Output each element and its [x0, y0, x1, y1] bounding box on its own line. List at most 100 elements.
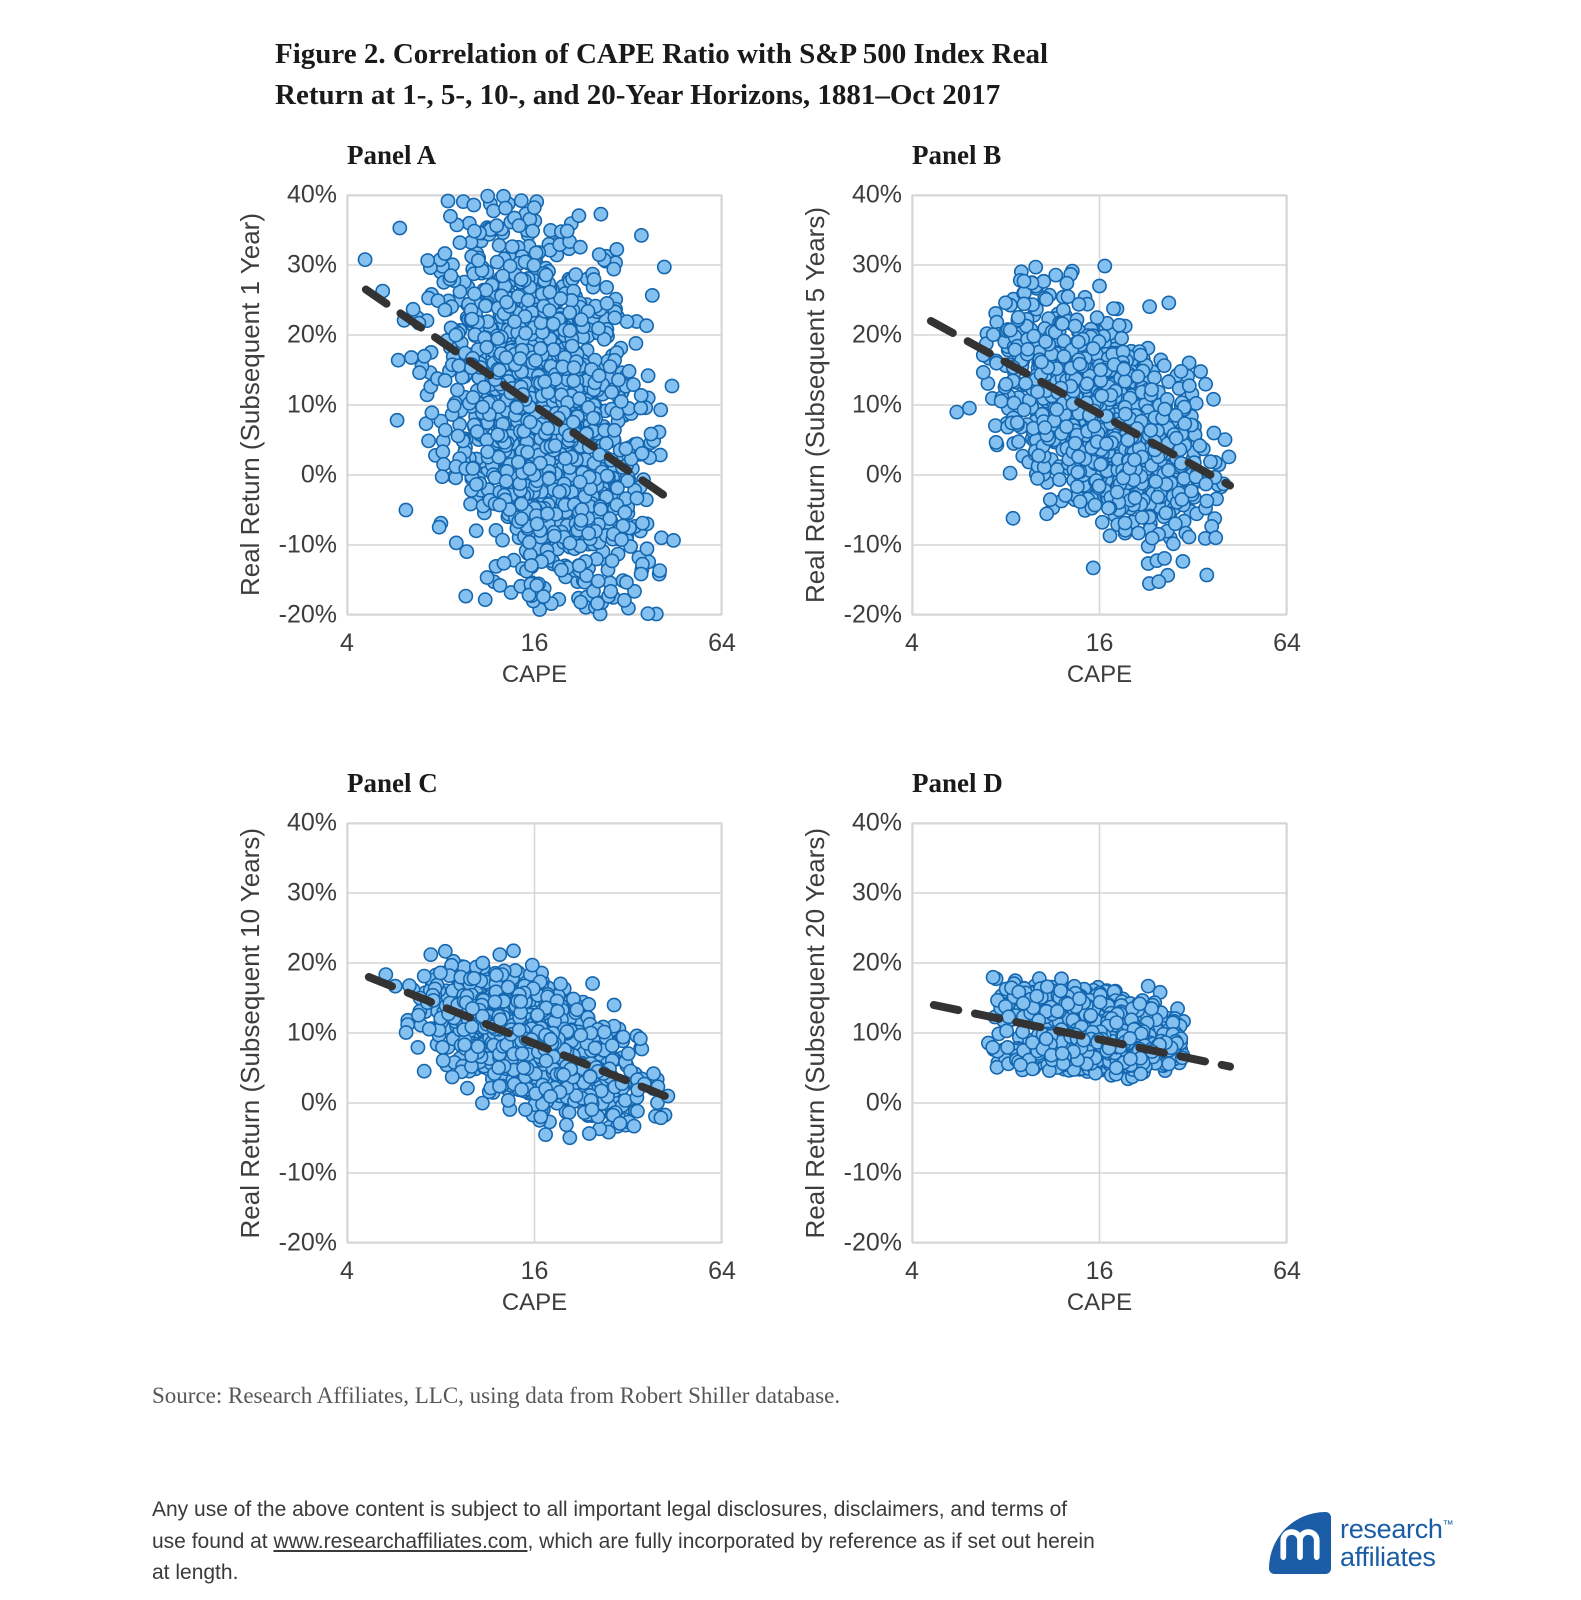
x-tick-label: 16 — [1085, 1257, 1114, 1285]
y-axis-label-wrap: Real Return (Subsequent 1 Year) — [229, 195, 271, 615]
x-axis-label: CAPE — [1066, 1289, 1133, 1316]
panel-title: Panel B — [912, 140, 1002, 170]
y-tick-label: -10% — [278, 1158, 337, 1187]
y-tick-label: 40% — [851, 180, 902, 209]
y-tick-label: 30% — [851, 250, 902, 279]
legal-disclaimer: Any use of the above content is subject … — [152, 1494, 1102, 1589]
logo-word-affiliates: affiliates — [1340, 1542, 1436, 1572]
panel-c: Panel C Real Return (Subsequent 10 Years… — [229, 768, 789, 1317]
x-tick-label: 16 — [520, 1257, 549, 1285]
y-tick-label: 0% — [865, 1088, 902, 1117]
scatter-plot — [346, 822, 723, 1244]
scatter-plot — [346, 188, 723, 622]
y-tick-label: 0% — [300, 460, 337, 489]
legal-text-pre: Any use of the above content is subject … — [152, 1498, 1068, 1553]
y-tick-label: 0% — [300, 1088, 337, 1117]
x-tick-labels: 4 16 64 — [340, 1243, 736, 1287]
trend-line — [361, 285, 670, 500]
logo-word-research: research™ — [1340, 1513, 1454, 1544]
panel-title: Panel A — [347, 140, 437, 170]
x-tick-label: 4 — [905, 629, 919, 657]
y-tick-label: 20% — [286, 320, 337, 349]
panel-b: Panel B Real Return (Subsequent 5 Years)… — [794, 140, 1354, 689]
x-tick-label: 4 — [340, 1257, 354, 1285]
y-axis-label-wrap: Real Return (Subsequent 5 Years) — [794, 195, 836, 615]
y-tick-label: 0% — [865, 460, 902, 489]
panel-a: Panel A Real Return (Subsequent 1 Year) … — [229, 140, 789, 689]
legal-text-post: , which are fully incorporated by refere… — [152, 1529, 1095, 1585]
y-tick-label: 40% — [851, 808, 902, 837]
x-axis-label: CAPE — [501, 661, 568, 688]
ra-logo-mark — [1269, 1512, 1331, 1574]
y-tick-labels: 40% 30% 20% 10% 0% -10% -20% — [836, 809, 912, 1257]
x-tick-label: 64 — [708, 1257, 736, 1285]
scatter-plot — [911, 194, 1288, 616]
trend-line — [364, 973, 670, 1100]
panel-d: Panel D Real Return (Subsequent 20 Years… — [794, 768, 1354, 1317]
data-points — [949, 258, 1237, 591]
x-tick-label: 16 — [1085, 629, 1114, 657]
plot-area — [911, 194, 1288, 616]
y-tick-labels: 40% 30% 20% 10% 0% -10% -20% — [836, 181, 912, 629]
x-axis-label: CAPE — [1066, 661, 1133, 688]
gridlines — [911, 822, 1288, 1244]
panel-title: Panel D — [912, 768, 1003, 798]
plot-area — [346, 822, 723, 1244]
y-tick-label: 10% — [851, 1018, 902, 1047]
panel-title: Panel C — [347, 768, 438, 798]
data-points — [981, 969, 1191, 1087]
research-affiliates-logo: research™ affiliates — [1269, 1512, 1454, 1574]
x-tick-label: 64 — [1273, 1257, 1301, 1285]
figure-title: Figure 2. Correlation of CAPE Ratio with… — [275, 34, 1205, 115]
y-axis-label: Real Return (Subsequent 5 Years) — [799, 206, 830, 604]
y-tick-label: 20% — [286, 948, 337, 977]
y-tick-label: 40% — [286, 808, 337, 837]
source-note: Source: Research Affiliates, LLC, using … — [152, 1383, 841, 1408]
y-tick-label: -10% — [278, 530, 337, 559]
y-tick-label: 30% — [851, 878, 902, 907]
x-tick-labels: 4 16 64 — [905, 615, 1301, 659]
x-tick-labels: 4 16 64 — [340, 615, 736, 659]
plot-area — [911, 822, 1288, 1244]
trademark-symbol: ™ — [1442, 1518, 1454, 1531]
y-axis-label: Real Return (Subsequent 20 Years) — [799, 827, 830, 1239]
y-tick-label: -10% — [843, 530, 902, 559]
y-tick-label: 30% — [286, 250, 337, 279]
logo-wordmark: research™ affiliates — [1340, 1513, 1454, 1572]
x-tick-labels: 4 16 64 — [905, 1243, 1301, 1287]
researchaffiliates-link[interactable]: www.researchaffiliates.com — [273, 1529, 528, 1553]
y-tick-labels: 40% 30% 20% 10% 0% -10% -20% — [271, 809, 347, 1257]
x-tick-label: 4 — [905, 1257, 919, 1285]
trend-line — [929, 1001, 1235, 1071]
plot-area — [346, 188, 723, 622]
y-tick-label: 10% — [851, 390, 902, 419]
figure-title-line1: Figure 2. Correlation of CAPE Ratio with… — [275, 38, 1049, 70]
x-tick-label: 4 — [340, 629, 354, 657]
y-tick-label: 40% — [286, 180, 337, 209]
x-tick-label: 16 — [520, 629, 549, 657]
y-axis-label: Real Return (Subsequent 10 Years) — [234, 827, 265, 1239]
y-tick-label: -20% — [843, 1228, 902, 1257]
figure-title-line2: Return at 1-, 5-, 10-, and 20-Year Horiz… — [275, 78, 1001, 111]
trend-line — [926, 317, 1235, 490]
y-tick-label: -10% — [843, 1158, 902, 1187]
y-axis-label-wrap: Real Return (Subsequent 20 Years) — [794, 823, 836, 1243]
x-tick-label: 64 — [1273, 629, 1301, 657]
scatter-plot — [911, 822, 1288, 1244]
ra-monogram-icon — [1280, 1529, 1320, 1560]
y-axis-label: Real Return (Subsequent 1 Year) — [234, 213, 265, 597]
y-tick-label: 10% — [286, 1018, 337, 1047]
y-tick-label: 20% — [851, 948, 902, 977]
y-tick-label: 30% — [286, 878, 337, 907]
y-tick-label: -20% — [278, 1228, 337, 1257]
y-tick-label: 20% — [851, 320, 902, 349]
data-points — [357, 188, 681, 622]
x-tick-label: 64 — [708, 629, 736, 657]
data-points — [378, 943, 676, 1146]
y-tick-label: 10% — [286, 390, 337, 419]
y-tick-labels: 40% 30% 20% 10% 0% -10% -20% — [271, 181, 347, 629]
x-axis-label: CAPE — [501, 1289, 568, 1316]
y-tick-label: -20% — [278, 600, 337, 629]
y-tick-label: -20% — [843, 600, 902, 629]
y-axis-label-wrap: Real Return (Subsequent 10 Years) — [229, 823, 271, 1243]
